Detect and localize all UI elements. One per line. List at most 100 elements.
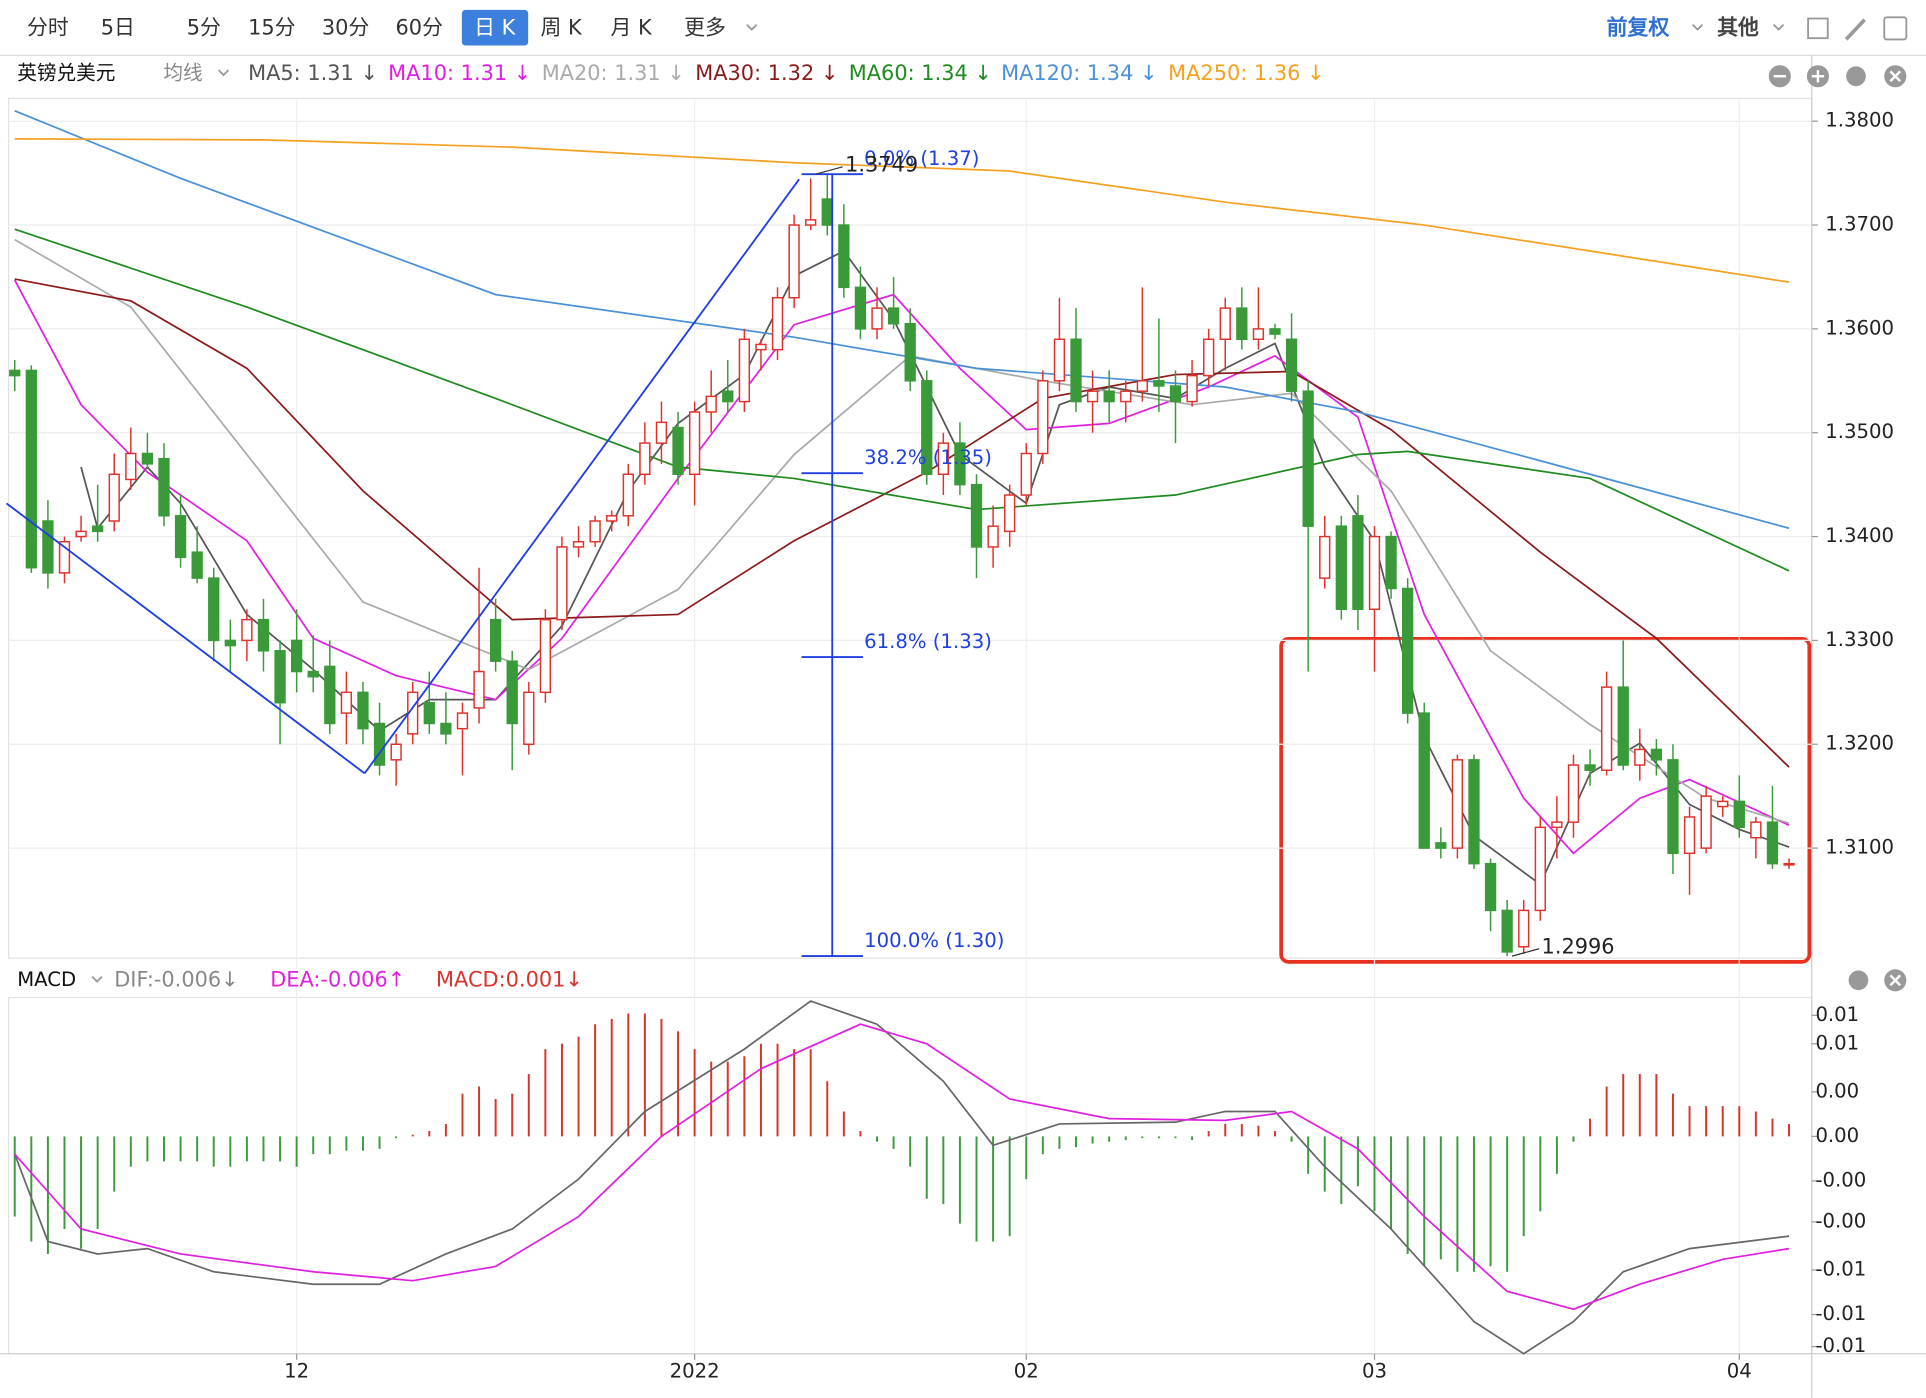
chevron xyxy=(91,975,103,983)
annotation: 1.3749 xyxy=(845,153,918,177)
tab[interactable]: 60分 xyxy=(396,15,444,39)
candle-body xyxy=(1783,862,1795,866)
y-tick-label: 1.3600 xyxy=(1825,316,1894,339)
y-tick-label: 1.3300 xyxy=(1825,628,1894,651)
candle-body xyxy=(1733,800,1745,829)
candle-body xyxy=(1335,525,1347,610)
trend-line xyxy=(5,502,366,775)
legend-entry: DIF:-0.006↓ xyxy=(114,967,238,991)
y-tick-label: -0.01 xyxy=(1815,1334,1866,1357)
candle-body xyxy=(672,426,684,476)
layout-icon[interactable] xyxy=(1807,17,1829,40)
candle-body xyxy=(373,722,386,766)
candle-body xyxy=(9,369,21,377)
candle-body xyxy=(954,442,966,486)
candle-body xyxy=(1020,452,1032,496)
candle-body xyxy=(1037,380,1049,455)
candle-body xyxy=(987,525,999,548)
x-tick-label: 02 xyxy=(1014,1360,1039,1383)
candle-body xyxy=(821,198,833,226)
candle-body xyxy=(622,473,634,517)
x-tick-label: 03 xyxy=(1362,1360,1387,1383)
candle-body xyxy=(191,551,203,579)
candle-body xyxy=(1584,764,1596,771)
candle-body xyxy=(1418,712,1430,849)
candle-body xyxy=(1203,338,1215,377)
legend-entry: MA120: 1.34 ↓ xyxy=(1001,61,1157,85)
tab[interactable]: 月 K xyxy=(610,15,653,39)
y-tick-label: 0.00 xyxy=(1815,1124,1859,1147)
tab[interactable]: 30分 xyxy=(322,15,370,39)
candle-body xyxy=(738,338,751,403)
candle-body xyxy=(1567,764,1580,823)
candle-body xyxy=(58,541,71,574)
candle-body xyxy=(1385,535,1397,590)
legend-entry: DEA:-0.006↑ xyxy=(270,967,405,991)
chevron xyxy=(1691,24,1704,31)
settings-icon[interactable] xyxy=(1846,66,1866,87)
toolbar-option[interactable]: 前复权 xyxy=(1607,15,1670,39)
candle-body xyxy=(539,618,552,694)
candle-body xyxy=(1468,759,1480,865)
tab[interactable]: 5分 xyxy=(187,15,221,39)
tab[interactable]: 5日 xyxy=(101,15,135,39)
candle-body xyxy=(390,743,402,761)
candle-body xyxy=(1766,821,1779,865)
tab[interactable]: 日 K xyxy=(474,15,517,39)
candle-body xyxy=(357,691,369,730)
highlight-box xyxy=(1279,636,1812,964)
candle-body xyxy=(1600,686,1613,771)
candle-body xyxy=(1319,535,1331,579)
candle-body xyxy=(639,442,651,476)
instrument-name: 英镑兑美元 xyxy=(17,61,115,84)
candle-body xyxy=(1285,338,1298,392)
tab[interactable]: 更多 xyxy=(684,15,726,39)
fullscreen-icon[interactable] xyxy=(1883,16,1908,41)
candle-body xyxy=(25,369,37,569)
candle-body xyxy=(1518,909,1530,948)
candle-body xyxy=(887,307,900,325)
candle-body xyxy=(257,618,270,652)
legend-entry: MA250: 1.36 ↓ xyxy=(1168,61,1324,85)
candle-body xyxy=(904,322,916,382)
draw-icon[interactable] xyxy=(1844,18,1866,41)
candle-body xyxy=(771,296,784,351)
candle-body xyxy=(655,421,668,444)
candle-body xyxy=(1451,759,1464,849)
y-tick-label: 0.00 xyxy=(1815,1079,1859,1102)
candle-body xyxy=(1750,821,1762,839)
candle-body xyxy=(307,670,319,678)
candle-body xyxy=(1219,307,1231,341)
legend-entry: MA10: 1.31 ↓ xyxy=(388,61,531,85)
candle-body xyxy=(1086,390,1099,403)
macd-line xyxy=(13,1000,1790,1355)
candle-body xyxy=(1501,909,1513,953)
candle-body xyxy=(125,452,137,481)
icon-glyph xyxy=(1889,974,1902,987)
y-tick-label: 1.3500 xyxy=(1825,420,1894,443)
fib-label: 61.8% (1.33) xyxy=(864,630,992,653)
candle-body xyxy=(108,473,120,522)
candle-body xyxy=(290,639,303,673)
tab[interactable]: 15分 xyxy=(248,15,296,39)
candle-body xyxy=(1435,842,1447,849)
candle-body xyxy=(705,395,717,413)
candle-body xyxy=(224,639,236,647)
chevron xyxy=(746,24,758,31)
y-tick-label: 0.01 xyxy=(1815,1031,1859,1054)
candle-body xyxy=(1551,821,1563,829)
indicator-selector[interactable]: 均线 xyxy=(163,61,202,84)
y-tick-label: 0.01 xyxy=(1815,1003,1859,1026)
tab[interactable]: 周 K xyxy=(540,15,583,39)
candle-body xyxy=(1236,307,1248,341)
candle-body xyxy=(1352,515,1364,610)
macd-line xyxy=(14,1023,1790,1311)
tab[interactable]: 分时 xyxy=(27,15,69,39)
macd-title[interactable]: MACD xyxy=(17,968,76,991)
ma-line xyxy=(13,279,1790,855)
candle-body xyxy=(440,722,452,735)
settings-icon[interactable] xyxy=(1848,970,1869,991)
toolbar-option[interactable]: 其他 xyxy=(1717,15,1759,39)
candle-body xyxy=(838,224,850,289)
